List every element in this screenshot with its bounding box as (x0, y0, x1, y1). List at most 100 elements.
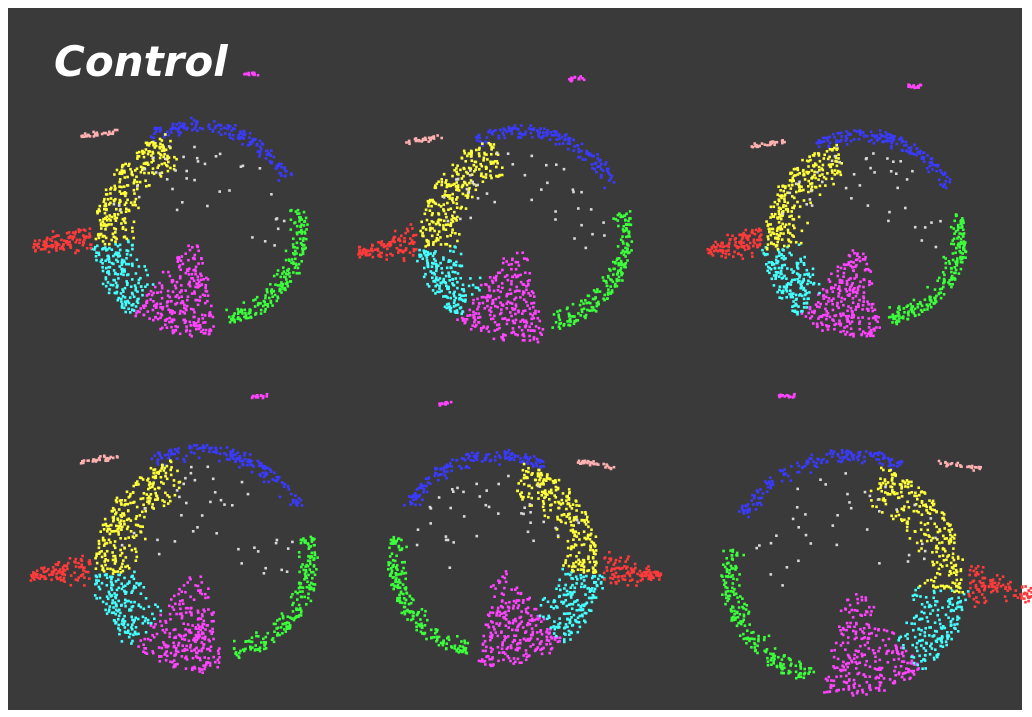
point (769, 223, 772, 226)
point (714, 240, 717, 244)
point (433, 273, 436, 276)
point (867, 326, 871, 329)
point (825, 310, 828, 313)
point (118, 190, 122, 193)
point (503, 128, 507, 132)
point (525, 288, 528, 292)
point (451, 278, 455, 281)
point (228, 458, 231, 461)
point (483, 307, 487, 310)
point (102, 217, 105, 221)
point (517, 264, 521, 267)
point (523, 339, 526, 342)
point (426, 251, 430, 254)
point (294, 257, 297, 261)
point (285, 278, 288, 281)
point (256, 459, 259, 463)
point (716, 243, 719, 246)
point (133, 547, 137, 551)
point (243, 451, 247, 455)
point (740, 253, 743, 257)
point (80, 559, 83, 562)
point (626, 251, 630, 255)
point (424, 245, 427, 248)
point (466, 172, 469, 175)
point (532, 338, 536, 341)
point (794, 293, 798, 297)
point (436, 238, 439, 241)
point (160, 480, 163, 484)
point (456, 164, 459, 167)
point (146, 497, 149, 500)
point (203, 637, 207, 641)
point (584, 246, 588, 250)
point (863, 268, 867, 272)
point (128, 544, 131, 547)
point (289, 503, 292, 507)
point (627, 232, 631, 235)
point (496, 162, 499, 165)
point (183, 306, 186, 310)
point (614, 283, 617, 286)
point (131, 308, 134, 311)
point (117, 627, 120, 630)
point (201, 622, 204, 626)
point (439, 218, 443, 222)
point (773, 267, 777, 270)
point (465, 183, 469, 187)
point (434, 284, 437, 288)
point (121, 302, 124, 306)
point (137, 604, 140, 607)
point (528, 272, 532, 275)
point (139, 165, 143, 169)
point (188, 320, 192, 324)
point (442, 258, 445, 261)
point (437, 203, 441, 207)
point (397, 251, 400, 254)
point (453, 182, 456, 186)
point (915, 147, 918, 151)
point (109, 567, 112, 571)
point (405, 227, 409, 231)
point (602, 297, 605, 301)
point (787, 238, 790, 241)
point (156, 458, 160, 461)
point (105, 456, 109, 460)
point (476, 183, 479, 187)
point (506, 300, 510, 303)
point (769, 233, 773, 237)
point (917, 86, 920, 89)
point (204, 628, 207, 631)
point (503, 136, 507, 140)
point (620, 273, 623, 277)
point (114, 529, 118, 533)
point (123, 546, 126, 550)
point (443, 305, 447, 309)
point (820, 321, 823, 325)
point (421, 231, 424, 235)
point (168, 632, 172, 635)
point (813, 152, 816, 155)
point (279, 626, 283, 629)
point (933, 164, 937, 167)
point (186, 623, 190, 626)
point (464, 194, 468, 197)
point (471, 302, 475, 305)
point (132, 309, 136, 312)
point (358, 245, 362, 249)
point (402, 251, 405, 254)
point (772, 242, 775, 246)
point (193, 444, 196, 447)
point (434, 239, 438, 243)
point (251, 236, 254, 239)
point (195, 638, 198, 642)
point (153, 146, 157, 149)
point (433, 279, 437, 283)
point (577, 207, 580, 210)
point (151, 506, 154, 509)
point (909, 149, 912, 152)
point (828, 148, 832, 151)
point (218, 459, 221, 463)
point (835, 143, 838, 147)
